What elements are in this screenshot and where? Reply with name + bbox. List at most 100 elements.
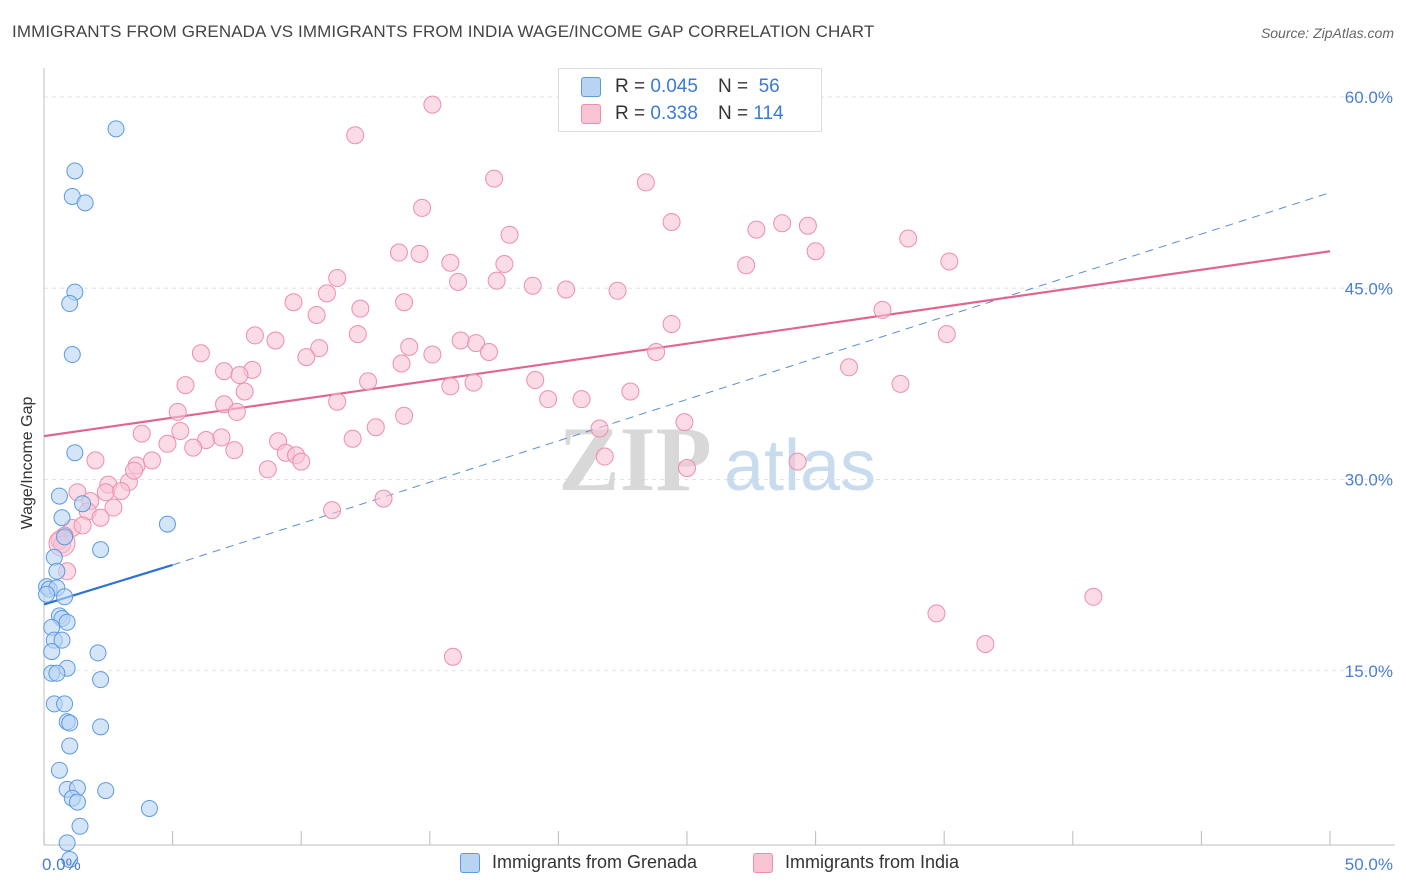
grenada-point <box>71 817 89 835</box>
india-point <box>572 390 591 409</box>
legend-n-value: 56 <box>758 76 780 97</box>
grenada-point <box>50 487 68 505</box>
india-point <box>523 276 542 295</box>
india-point <box>413 198 432 217</box>
india-point <box>678 459 696 478</box>
grenada-point <box>48 562 66 580</box>
legend-label-india: Immigrants from India <box>785 852 960 872</box>
india-point <box>374 489 393 508</box>
india-point <box>245 326 264 345</box>
india-point <box>647 343 666 361</box>
india-point <box>284 293 303 312</box>
india-point <box>125 461 144 480</box>
india-point <box>937 325 956 344</box>
grenada-point <box>48 664 66 682</box>
correlation-legend: R = 0.045 N = 56 R = 0.338 N = 114 <box>558 68 822 132</box>
grenada-point <box>53 509 71 527</box>
india-point <box>400 337 419 356</box>
india-point <box>392 354 411 373</box>
axes <box>43 68 1395 846</box>
india-point <box>487 271 506 290</box>
india-point <box>873 300 892 319</box>
india-point <box>464 373 483 392</box>
india-point <box>328 269 347 288</box>
india-point <box>891 374 910 393</box>
india-point <box>215 362 234 381</box>
grenada-point <box>61 850 79 868</box>
india-point <box>225 441 244 460</box>
india-point <box>539 390 558 409</box>
legend-r-label: R = <box>615 76 646 97</box>
india-point <box>636 173 655 192</box>
india-point <box>310 339 329 358</box>
india-point <box>191 344 210 363</box>
legend-n-value: 114 <box>753 103 784 124</box>
india-point <box>395 293 414 312</box>
grenada-point <box>63 346 81 364</box>
india-point <box>323 501 342 520</box>
india-point <box>366 418 385 437</box>
legend-swatch-grenada <box>581 77 601 97</box>
legend-r-value: 0.338 <box>650 103 698 124</box>
india-point <box>495 255 514 274</box>
india-point <box>840 358 859 377</box>
india-point <box>91 508 110 527</box>
india-point <box>410 244 429 263</box>
india-point <box>976 634 995 653</box>
india-point <box>112 481 131 500</box>
grenada-point <box>92 718 110 736</box>
india-point <box>788 452 807 471</box>
grenada-point <box>43 643 61 661</box>
india-point <box>168 402 187 421</box>
legend-n-label: N = <box>717 76 749 97</box>
legend-label-grenada: Immigrants from Grenada <box>492 852 698 872</box>
india-point <box>132 424 151 443</box>
india-point <box>451 331 470 350</box>
grenada-point <box>61 295 79 313</box>
india-point <box>443 647 462 666</box>
india-trend-line <box>43 250 1331 438</box>
india-point <box>467 334 486 353</box>
india-point <box>351 299 370 318</box>
india-point <box>328 392 347 411</box>
grenada-point <box>56 695 74 713</box>
x-tick-label-min: 0.0% <box>42 855 81 874</box>
india-point <box>1084 587 1103 606</box>
y-tick-label: 60.0% <box>1345 88 1393 107</box>
india-point <box>940 252 959 271</box>
india-point <box>266 331 285 350</box>
india-point <box>104 498 123 517</box>
trend-lines <box>43 192 1331 606</box>
india-point <box>675 413 694 432</box>
y-tick-label: 45.0% <box>1345 279 1393 298</box>
india-point <box>235 382 254 401</box>
india-point <box>307 306 326 325</box>
india-point <box>485 169 504 188</box>
india-point <box>479 343 498 361</box>
tick-labels: 15.0% 30.0% 45.0% 60.0% 0.0% 50.0% <box>42 88 1393 874</box>
grenada-point <box>56 528 74 546</box>
grenada-point <box>66 162 84 180</box>
grenada-point <box>97 782 115 800</box>
grenada-point <box>45 548 63 566</box>
india-point <box>423 95 442 114</box>
legend-row-grenada: R = 0.045 N = 56 <box>581 74 780 100</box>
grenada-point <box>53 631 71 649</box>
grenada-point <box>66 444 84 462</box>
india-point <box>441 253 460 272</box>
india-point <box>184 438 203 457</box>
india-point <box>441 377 460 396</box>
grenada-point <box>58 834 76 852</box>
india-point <box>662 314 681 333</box>
india-point <box>662 212 681 231</box>
legend-r-label: R = <box>615 103 646 124</box>
india-points <box>48 95 1103 666</box>
india-point <box>86 451 105 470</box>
legend-swatch-india <box>753 852 773 873</box>
india-point <box>927 604 946 623</box>
series-legend: Immigrants from Grenada Immigrants from … <box>0 852 1406 878</box>
grenada-point <box>158 515 176 533</box>
legend-r-value: 0.045 <box>650 76 698 97</box>
india-point <box>389 243 408 262</box>
